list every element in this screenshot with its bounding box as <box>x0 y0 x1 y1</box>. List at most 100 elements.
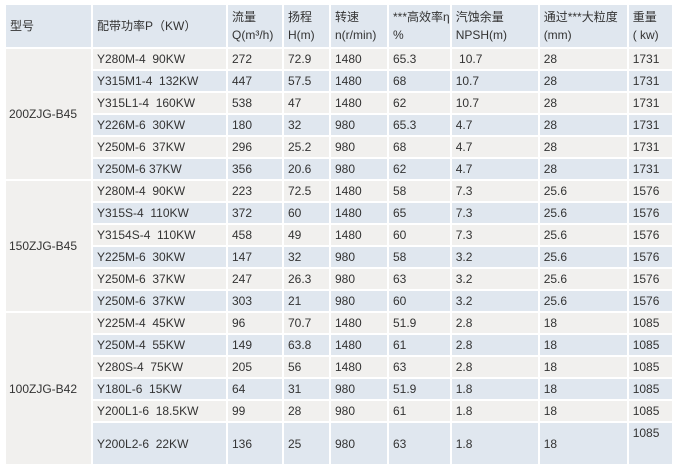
header-unit: (mm) <box>543 28 572 42</box>
cell-head: 31 <box>284 379 329 399</box>
cell-head: 20.6 <box>284 159 329 179</box>
cell-speed: 1480 <box>331 49 387 69</box>
table-row: 200ZJG-B45 Y280M-4 90KW 272 72.9 1480 65.3 10… <box>6 49 672 179</box>
cell-efficiency: 61 <box>389 335 450 355</box>
table-row: Y250M-6 37KW 303 21 980 60 3.2 25.6 1576 <box>6 291 672 311</box>
cell-max-particle: 18 <box>539 335 627 355</box>
header-head: 扬程 H(m) <box>284 5 329 47</box>
cell-weight: 1731 <box>628 49 672 69</box>
table-row: Y200L1-6 18.5KW 99 28 980 61 1.8 18 1085 <box>6 401 672 421</box>
cell-power: Y3154S-4 110KW <box>93 225 226 245</box>
cell-weight: 1576 <box>628 291 672 311</box>
cell-power: Y200L2-6 22KW <box>93 423 226 464</box>
cell-weight: 1085 <box>628 357 672 377</box>
cell-npsh: 7.3 <box>451 203 538 223</box>
cell-weight: 1576 <box>628 269 672 289</box>
cell-power: Y250M-6 37KW <box>93 137 226 157</box>
header-label: ***高效率η <box>393 10 450 24</box>
cell-head: 72.9 <box>284 49 329 69</box>
header-row: 型号 配带功率P（KW） 流量 Q(m³/h) 扬程 H(m) 转速 n(r/min) ***高… <box>6 5 672 47</box>
cell-efficiency: 68 <box>389 137 450 157</box>
table-row: Y250M-6 37KW 296 25.2 980 68 4.7 28 1731 <box>6 137 672 157</box>
cell-npsh: 4.7 <box>451 137 538 157</box>
header-unit: % <box>393 28 404 42</box>
cell-power: Y280M-4 90KW <box>93 181 226 201</box>
cell-speed: 1480 <box>331 335 387 355</box>
cell-power: Y315L1-4 160KW <box>93 93 226 113</box>
cell-head: 25 <box>284 423 329 464</box>
cell-flow: 356 <box>228 159 282 179</box>
header-speed: 转速 n(r/min) <box>331 5 387 47</box>
table-row: Y180L-6 15KW 64 31 980 51.9 1.8 18 1085 <box>6 379 672 399</box>
cell-npsh: 4.7 <box>451 115 538 135</box>
cell-efficiency: 65.3 <box>389 49 450 69</box>
header-unit: n(r/min) <box>335 28 377 42</box>
cell-max-particle: 18 <box>539 313 627 333</box>
cell-npsh: 3.2 <box>451 291 538 311</box>
cell-efficiency: 63 <box>389 269 450 289</box>
header-max-particle: 通过***大粒度 (mm) <box>539 5 627 47</box>
cell-head: 70.7 <box>284 313 329 333</box>
header-weight: 重量 ( kw) <box>628 5 672 47</box>
table-row: Y225M-6 30KW 147 32 980 58 3.2 25.6 1576 <box>6 247 672 267</box>
cell-speed: 1480 <box>331 203 387 223</box>
cell-efficiency: 60 <box>389 225 450 245</box>
cell-power: Y226M-6 30KW <box>93 115 226 135</box>
cell-npsh: 10.7 <box>451 93 538 113</box>
header-model: 型号 <box>6 5 91 47</box>
cell-weight: 1085 <box>628 423 672 464</box>
pump-spec-table: 型号 配带功率P（KW） 流量 Q(m³/h) 扬程 H(m) 转速 n(r/min) ***高… <box>4 3 674 466</box>
cell-flow: 247 <box>228 269 282 289</box>
cell-power: Y250M-6 37KW <box>93 269 226 289</box>
table-row: Y226M-6 30KW 180 32 980 65.3 4.7 28 1731 <box>6 115 672 135</box>
cell-flow: 99 <box>228 401 282 421</box>
header-unit: NPSH(m) <box>455 28 508 42</box>
cell-flow: 96 <box>228 313 282 333</box>
cell-npsh: 1.8 <box>451 423 538 464</box>
cell-speed: 1480 <box>331 357 387 377</box>
cell-efficiency: 62 <box>389 93 450 113</box>
cell-power: Y225M-4 45KW <box>93 313 226 333</box>
header-power: 配带功率P（KW） <box>93 5 226 47</box>
cell-npsh: 10.7 <box>451 71 538 91</box>
cell-power: Y200L1-6 18.5KW <box>93 401 226 421</box>
cell-npsh: 10.7 <box>451 49 538 69</box>
cell-head: 63.8 <box>284 335 329 355</box>
cell-flow: 205 <box>228 357 282 377</box>
cell-head: 56 <box>284 357 329 377</box>
cell-flow: 272 <box>228 49 282 69</box>
cell-power: Y280M-4 90KW <box>93 49 226 69</box>
cell-max-particle: 25.6 <box>539 225 627 245</box>
table-row: Y315S-4 110KW 372 60 1480 65 7.3 25.6 1576 <box>6 203 672 223</box>
cell-weight: 1576 <box>628 181 672 201</box>
cell-speed: 980 <box>331 115 387 135</box>
cell-power: Y250M-6 37KW <box>93 159 226 179</box>
cell-max-particle: 18 <box>539 401 627 421</box>
cell-weight: 1731 <box>628 115 672 135</box>
cell-efficiency: 68 <box>389 71 450 91</box>
table-row: Y250M-6 37KW 356 20.6 980 62 4.7 28 1731 <box>6 159 672 179</box>
cell-npsh: 1.8 <box>451 379 538 399</box>
cell-npsh: 2.8 <box>451 335 538 355</box>
cell-speed: 980 <box>331 269 387 289</box>
cell-head: 32 <box>284 115 329 135</box>
cell-speed: 1480 <box>331 181 387 201</box>
cell-flow: 223 <box>228 181 282 201</box>
cell-max-particle: 28 <box>539 115 627 135</box>
cell-flow: 136 <box>228 423 282 464</box>
header-unit: H(m) <box>288 28 315 42</box>
cell-efficiency: 58 <box>389 181 450 201</box>
cell-max-particle: 25.6 <box>539 181 627 201</box>
cell-flow: 64 <box>228 379 282 399</box>
cell-efficiency: 58 <box>389 247 450 267</box>
cell-speed: 1480 <box>331 225 387 245</box>
cell-head: 57.5 <box>284 71 329 91</box>
cell-npsh: 3.2 <box>451 247 538 267</box>
cell-max-particle: 25.6 <box>539 247 627 267</box>
cell-model: 200ZJG-B45 <box>6 49 91 179</box>
cell-power: Y315S-4 110KW <box>93 203 226 223</box>
header-label: 重量 <box>632 10 657 24</box>
cell-max-particle: 28 <box>539 137 627 157</box>
table-row: 100ZJG-B42 Y225M-4 45KW 96 70.7 1480 51.9 2.8 1… <box>6 313 672 464</box>
cell-power: Y250M-6 37KW <box>93 291 226 311</box>
